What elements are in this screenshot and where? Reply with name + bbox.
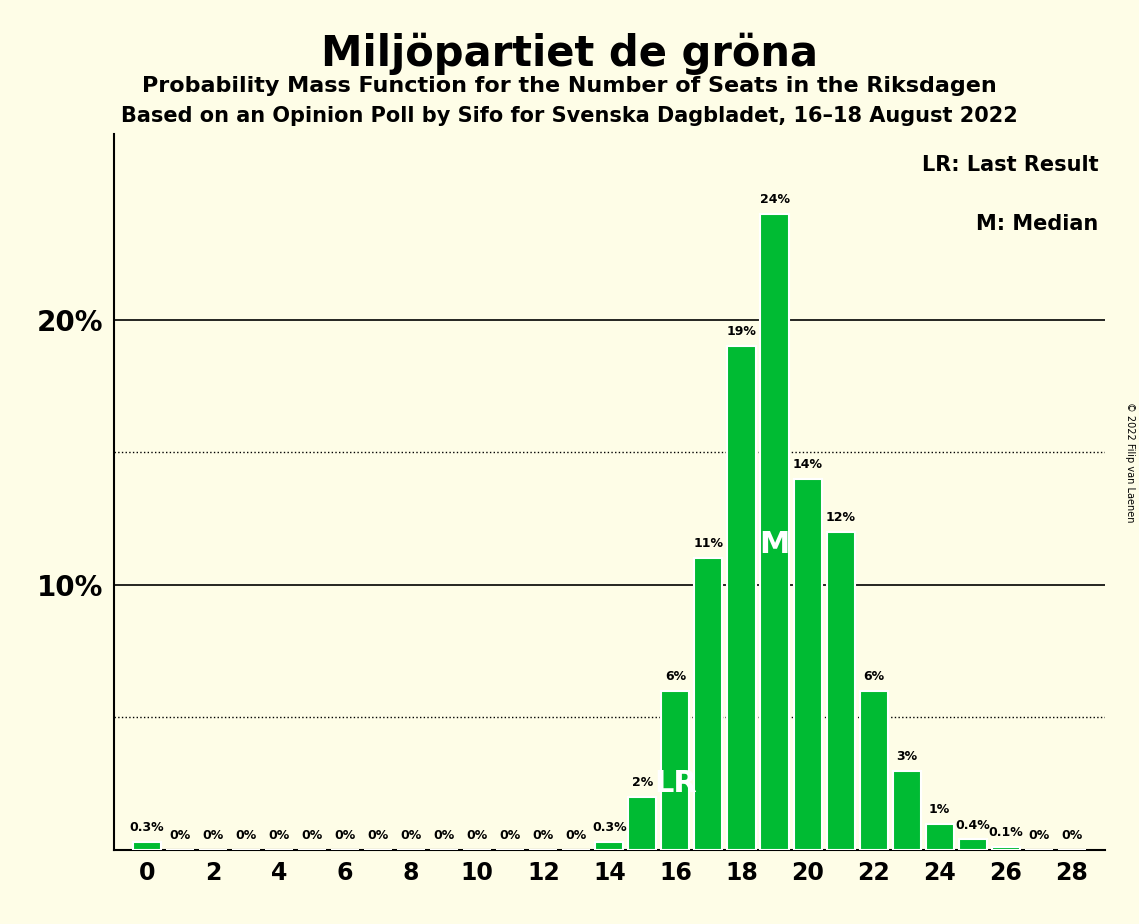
Text: 0%: 0% — [170, 829, 190, 842]
Bar — [662, 691, 689, 850]
Text: 0.3%: 0.3% — [130, 821, 164, 834]
Text: 0%: 0% — [500, 829, 521, 842]
Text: 0%: 0% — [533, 829, 554, 842]
Text: 0%: 0% — [269, 829, 289, 842]
Text: 12%: 12% — [826, 511, 855, 524]
Text: 11%: 11% — [694, 538, 723, 551]
Bar — [893, 771, 920, 850]
Bar — [133, 842, 161, 850]
Text: LR: LR — [654, 769, 697, 797]
Text: 0%: 0% — [368, 829, 388, 842]
Bar — [926, 823, 953, 850]
Text: 24%: 24% — [760, 192, 789, 206]
Text: 0.4%: 0.4% — [956, 819, 990, 832]
Text: 6%: 6% — [863, 670, 884, 683]
Text: 14%: 14% — [793, 457, 822, 471]
Text: 0%: 0% — [1029, 829, 1049, 842]
Text: LR: Last Result: LR: Last Result — [921, 155, 1098, 176]
Bar — [959, 840, 986, 850]
Text: 6%: 6% — [665, 670, 686, 683]
Bar — [794, 479, 821, 850]
Text: 1%: 1% — [929, 803, 950, 816]
Text: 2%: 2% — [632, 776, 653, 789]
Text: M: Median: M: Median — [976, 213, 1098, 234]
Text: 0%: 0% — [236, 829, 256, 842]
Bar — [596, 842, 623, 850]
Bar — [827, 532, 854, 850]
Text: 19%: 19% — [727, 325, 756, 338]
Text: 0%: 0% — [434, 829, 454, 842]
Text: 0%: 0% — [203, 829, 223, 842]
Text: 0%: 0% — [302, 829, 322, 842]
Text: 0%: 0% — [467, 829, 487, 842]
Bar — [695, 558, 722, 850]
Text: 0%: 0% — [401, 829, 421, 842]
Text: 3%: 3% — [896, 749, 917, 762]
Text: 0%: 0% — [566, 829, 587, 842]
Text: 0%: 0% — [335, 829, 355, 842]
Text: 0.1%: 0.1% — [989, 826, 1023, 840]
Text: 0%: 0% — [1062, 829, 1082, 842]
Text: M: M — [760, 530, 789, 559]
Bar — [629, 797, 656, 850]
Text: Miljöpartiet de gröna: Miljöpartiet de gröna — [321, 32, 818, 75]
Bar — [728, 346, 755, 850]
Bar — [992, 847, 1019, 850]
Bar — [761, 213, 788, 850]
Text: Probability Mass Function for the Number of Seats in the Riksdagen: Probability Mass Function for the Number… — [142, 76, 997, 96]
Bar — [860, 691, 887, 850]
Text: 0.3%: 0.3% — [592, 821, 626, 834]
Text: © 2022 Filip van Laenen: © 2022 Filip van Laenen — [1125, 402, 1134, 522]
Text: Based on an Opinion Poll by Sifo for Svenska Dagbladet, 16–18 August 2022: Based on an Opinion Poll by Sifo for Sve… — [121, 106, 1018, 127]
